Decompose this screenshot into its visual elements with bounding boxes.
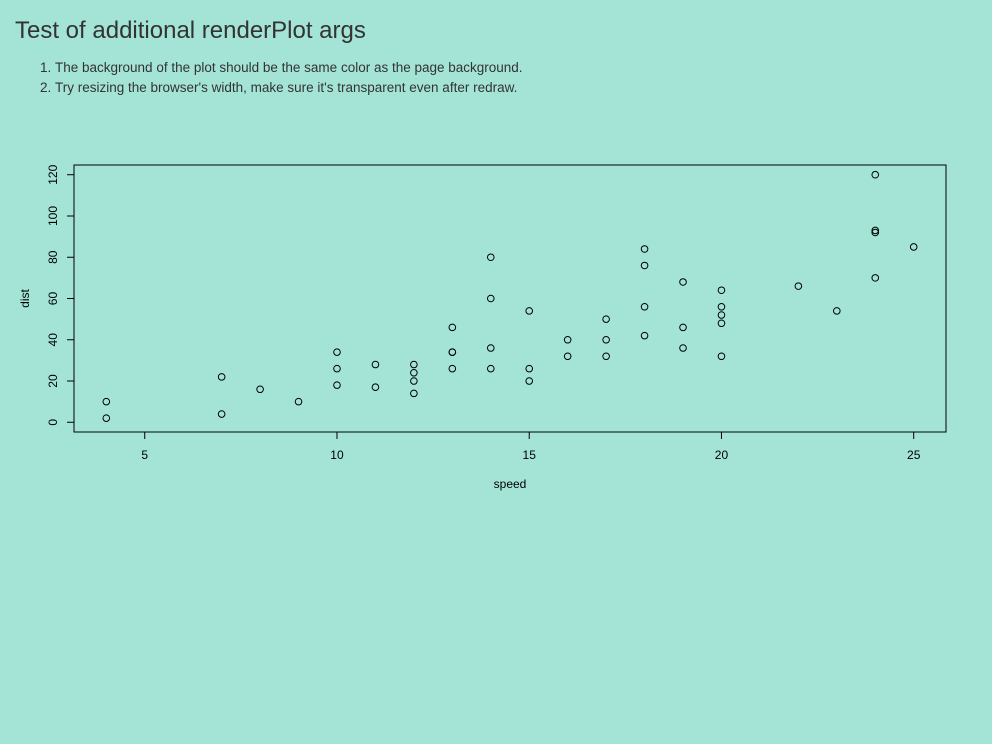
data-point <box>525 307 534 315</box>
y-tick-label: 120 <box>46 164 60 184</box>
data-point <box>448 348 457 356</box>
data-point <box>102 397 111 406</box>
data-point <box>717 286 726 295</box>
data-point <box>294 397 303 406</box>
page-title: Test of additional renderPlot args <box>15 17 366 44</box>
y-tick-label: 0 <box>46 419 60 426</box>
page-container: Test of additional renderPlot args The b… <box>0 18 992 744</box>
data-point <box>717 352 726 361</box>
data-point <box>871 170 880 179</box>
data-point <box>410 360 418 369</box>
data-point <box>486 344 495 352</box>
y-tick-label: 40 <box>46 333 60 347</box>
data-point <box>640 302 649 311</box>
data-point <box>448 364 457 373</box>
y-axis-label: dist <box>18 289 32 308</box>
plot-frame <box>73 164 947 433</box>
data-point <box>717 302 726 311</box>
y-tick-label: 80 <box>46 250 60 264</box>
data-point <box>563 335 572 344</box>
data-point <box>371 360 380 369</box>
data-point <box>602 352 610 361</box>
scatter-plot: 5 10 15 20 25 0 20 40 60 80 100 120 speed dist <box>18 164 947 491</box>
data-point <box>602 335 610 344</box>
data-point <box>563 352 572 361</box>
y-tick-label: 60 <box>46 292 60 306</box>
data-point <box>871 226 880 235</box>
instruction-item: The background of the plot should be the… <box>55 58 977 78</box>
data-point <box>333 348 341 356</box>
data-point <box>640 245 649 253</box>
data-point <box>640 331 649 340</box>
x-tick-label: 5 <box>141 448 148 462</box>
data-point <box>717 319 726 328</box>
x-axis-label: speed <box>494 477 527 491</box>
data-point <box>525 364 534 373</box>
data-point <box>486 294 495 303</box>
data-point <box>909 243 918 251</box>
data-point <box>640 261 649 270</box>
data-point <box>217 410 226 418</box>
instruction-item: Try resizing the browser's width, make s… <box>55 78 977 98</box>
data-point <box>256 385 264 394</box>
data-point <box>448 323 457 332</box>
data-point <box>371 383 380 391</box>
data-point <box>717 311 726 319</box>
data-point <box>679 344 687 352</box>
x-tick-label: 25 <box>907 448 921 462</box>
x-tick-label: 15 <box>523 448 537 462</box>
data-point <box>486 364 495 373</box>
y-tick-label: 20 <box>46 374 60 388</box>
data-point <box>486 253 495 262</box>
data-point <box>410 368 418 377</box>
data-point <box>602 315 610 323</box>
plot-output: 5 10 15 20 25 0 20 40 60 80 100 120 speed dist <box>0 140 992 520</box>
data-point <box>679 278 687 286</box>
data-point <box>217 373 226 381</box>
data-point <box>410 377 418 385</box>
data-point <box>333 364 341 373</box>
data-point <box>410 389 418 398</box>
data-point <box>679 323 687 332</box>
data-point <box>102 414 111 422</box>
data-point <box>794 282 803 290</box>
y-tick-label: 100 <box>46 206 60 226</box>
data-point <box>833 307 841 315</box>
instructions-list: The background of the plot should be the… <box>15 58 977 98</box>
x-tick-label: 10 <box>330 448 344 462</box>
x-tick-label: 20 <box>715 448 729 462</box>
data-point <box>871 274 880 282</box>
data-point <box>871 228 880 237</box>
data-point <box>333 381 341 389</box>
data-point <box>525 377 534 385</box>
